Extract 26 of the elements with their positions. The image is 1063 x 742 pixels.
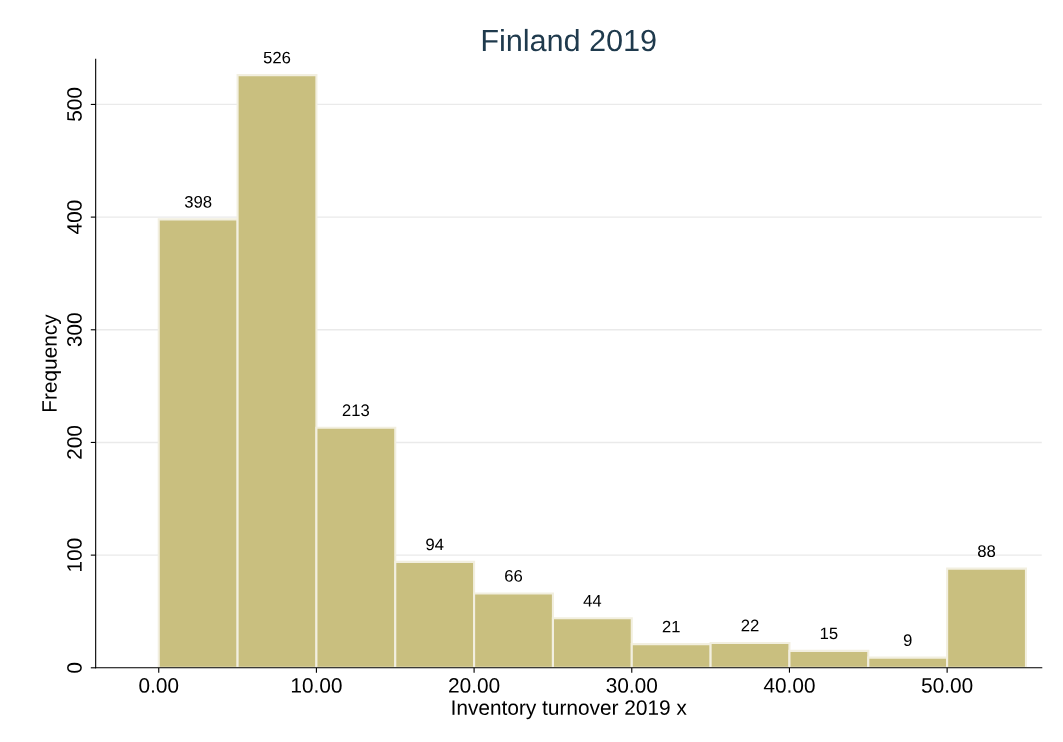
y-axis-title: Frequency <box>42 314 61 412</box>
y-tick-label: 0 <box>67 662 82 673</box>
x-tick-label: 40.00 <box>763 678 815 693</box>
data-label: 88 <box>978 545 996 558</box>
x-tick-label: 10.00 <box>291 678 342 693</box>
x-tick-label: 0.00 <box>139 678 179 693</box>
data-label: 9 <box>903 634 912 647</box>
y-tick-label: 100 <box>67 538 82 571</box>
chart-title: Finland 2019 <box>482 28 656 52</box>
y-tick-label: 200 <box>67 425 82 459</box>
x-tick-label: 50.00 <box>921 678 973 693</box>
data-label: 94 <box>426 538 444 551</box>
y-tick-label: 400 <box>67 200 82 234</box>
data-label: 213 <box>342 404 370 417</box>
x-tick-label: 30.00 <box>606 678 658 693</box>
data-label: 526 <box>263 51 291 64</box>
data-label: 15 <box>820 627 838 640</box>
data-label: 44 <box>583 594 602 607</box>
y-tick-label: 300 <box>67 313 82 347</box>
x-tick-label: 20.00 <box>449 678 500 693</box>
y-tick-label: 500 <box>67 87 82 121</box>
x-axis-title: Inventory turnover 2019 x <box>452 700 687 720</box>
data-label: 21 <box>662 620 680 633</box>
data-label: 398 <box>184 195 212 208</box>
data-label: 22 <box>741 619 759 632</box>
data-label: 66 <box>505 570 523 582</box>
